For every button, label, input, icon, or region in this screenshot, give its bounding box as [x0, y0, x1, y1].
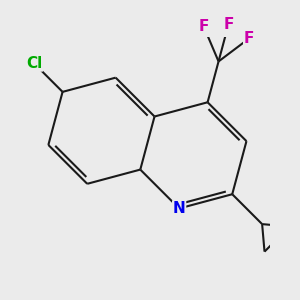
Text: Cl: Cl: [26, 56, 42, 71]
Text: F: F: [244, 31, 254, 46]
Text: F: F: [199, 19, 209, 34]
Text: N: N: [173, 201, 185, 216]
Text: F: F: [223, 17, 234, 32]
